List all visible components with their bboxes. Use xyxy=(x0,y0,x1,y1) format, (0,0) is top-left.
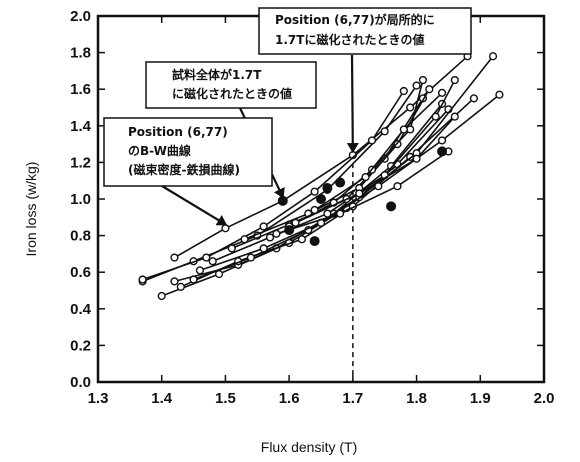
x-tick-label: 1.9 xyxy=(470,390,491,407)
y-tick-label: 0.8 xyxy=(70,228,91,245)
annotation-text: 試料全体が1.7T xyxy=(172,67,262,82)
series-line xyxy=(276,150,449,235)
data-point xyxy=(437,88,447,97)
data-point xyxy=(425,85,434,94)
x-tick-label: 1.4 xyxy=(151,390,173,407)
data-point xyxy=(399,86,408,96)
data-point xyxy=(170,253,179,262)
series-line xyxy=(193,55,494,281)
data-point xyxy=(380,127,389,136)
filled-data-point xyxy=(322,183,333,194)
annotation-box xyxy=(145,61,317,109)
data-point xyxy=(265,233,275,242)
data-point xyxy=(488,52,498,61)
data-point xyxy=(259,222,268,231)
data-point xyxy=(176,282,185,291)
data-point xyxy=(399,125,408,134)
series-line xyxy=(174,108,449,283)
data-point xyxy=(323,209,332,218)
data-point xyxy=(189,275,198,284)
data-point xyxy=(170,277,179,286)
data-point xyxy=(336,209,345,218)
data-point xyxy=(361,172,370,182)
data-point xyxy=(157,291,166,301)
data-point xyxy=(450,112,459,121)
filled-data-point xyxy=(309,236,320,247)
data-point xyxy=(437,136,447,145)
data-point xyxy=(450,75,459,85)
x-tick-label: 2.0 xyxy=(534,390,555,407)
data-point xyxy=(208,257,217,266)
annotation-text: Position (6,77) xyxy=(128,125,228,139)
annotation-arrow xyxy=(161,185,228,226)
data-point xyxy=(246,253,256,262)
x-tick-label: 1.8 xyxy=(406,390,427,407)
data-point xyxy=(240,235,249,244)
y-tick-label: 0.2 xyxy=(70,337,91,354)
data-point xyxy=(393,182,402,191)
data-point xyxy=(469,94,479,103)
data-point xyxy=(297,235,306,244)
annotation-box xyxy=(258,7,472,55)
y-tick-label: 1.6 xyxy=(70,81,91,98)
data-point xyxy=(202,253,211,262)
x-tick-label: 1.5 xyxy=(215,390,236,407)
data-point xyxy=(355,189,364,198)
data-point xyxy=(495,90,504,99)
data-point xyxy=(406,103,415,112)
data-point xyxy=(227,244,236,253)
annotation-text: 1.7Tに磁化されたときの値 xyxy=(275,32,424,47)
data-point xyxy=(367,136,377,145)
y-tick-label: 0.0 xyxy=(70,374,91,391)
series-line xyxy=(142,90,405,281)
x-tick-label: 1.7 xyxy=(342,390,363,407)
data-point xyxy=(310,205,319,215)
annotation-text: (磁束密度-鉄損曲線) xyxy=(128,162,240,177)
y-tick-label: 1.4 xyxy=(70,118,92,135)
x-axis-title: Flux density (T) xyxy=(261,439,357,455)
filled-data-point xyxy=(386,201,397,212)
data-point xyxy=(221,224,230,233)
data-point xyxy=(412,81,421,90)
data-point xyxy=(291,218,300,227)
data-point xyxy=(431,112,440,121)
data-point xyxy=(310,187,319,196)
data-point xyxy=(412,154,421,163)
annotation-box xyxy=(103,117,273,187)
filled-data-point xyxy=(316,194,326,204)
filled-data-point xyxy=(437,146,448,157)
series-line xyxy=(295,116,456,224)
y-tick-label: 2.0 xyxy=(70,8,91,25)
x-tick-label: 1.6 xyxy=(279,390,300,407)
x-tick-label: 1.3 xyxy=(88,390,109,407)
filled-data-point xyxy=(277,195,288,206)
data-point xyxy=(259,244,268,253)
annotation-text: のB-W曲線 xyxy=(128,143,191,158)
data-point xyxy=(138,275,147,284)
data-point xyxy=(418,75,428,85)
y-tick-label: 0.6 xyxy=(70,264,91,281)
series-line xyxy=(314,92,443,211)
filled-data-point xyxy=(284,225,295,236)
y-axis-title: Iron loss (w/kg) xyxy=(23,162,39,257)
filled-data-point xyxy=(335,177,346,188)
y-tick-label: 1.0 xyxy=(70,191,91,208)
data-point xyxy=(195,266,205,275)
y-tick-label: 1.2 xyxy=(70,154,91,171)
annotation-text: に磁化されたときの値 xyxy=(172,86,292,101)
y-tick-label: 1.8 xyxy=(70,45,91,62)
data-point xyxy=(272,229,281,238)
y-tick-label: 0.4 xyxy=(70,301,92,318)
annotation-arrow xyxy=(346,54,359,154)
annotation-text: Position (6,77)が局所的に xyxy=(275,12,435,27)
series-line xyxy=(199,94,500,272)
